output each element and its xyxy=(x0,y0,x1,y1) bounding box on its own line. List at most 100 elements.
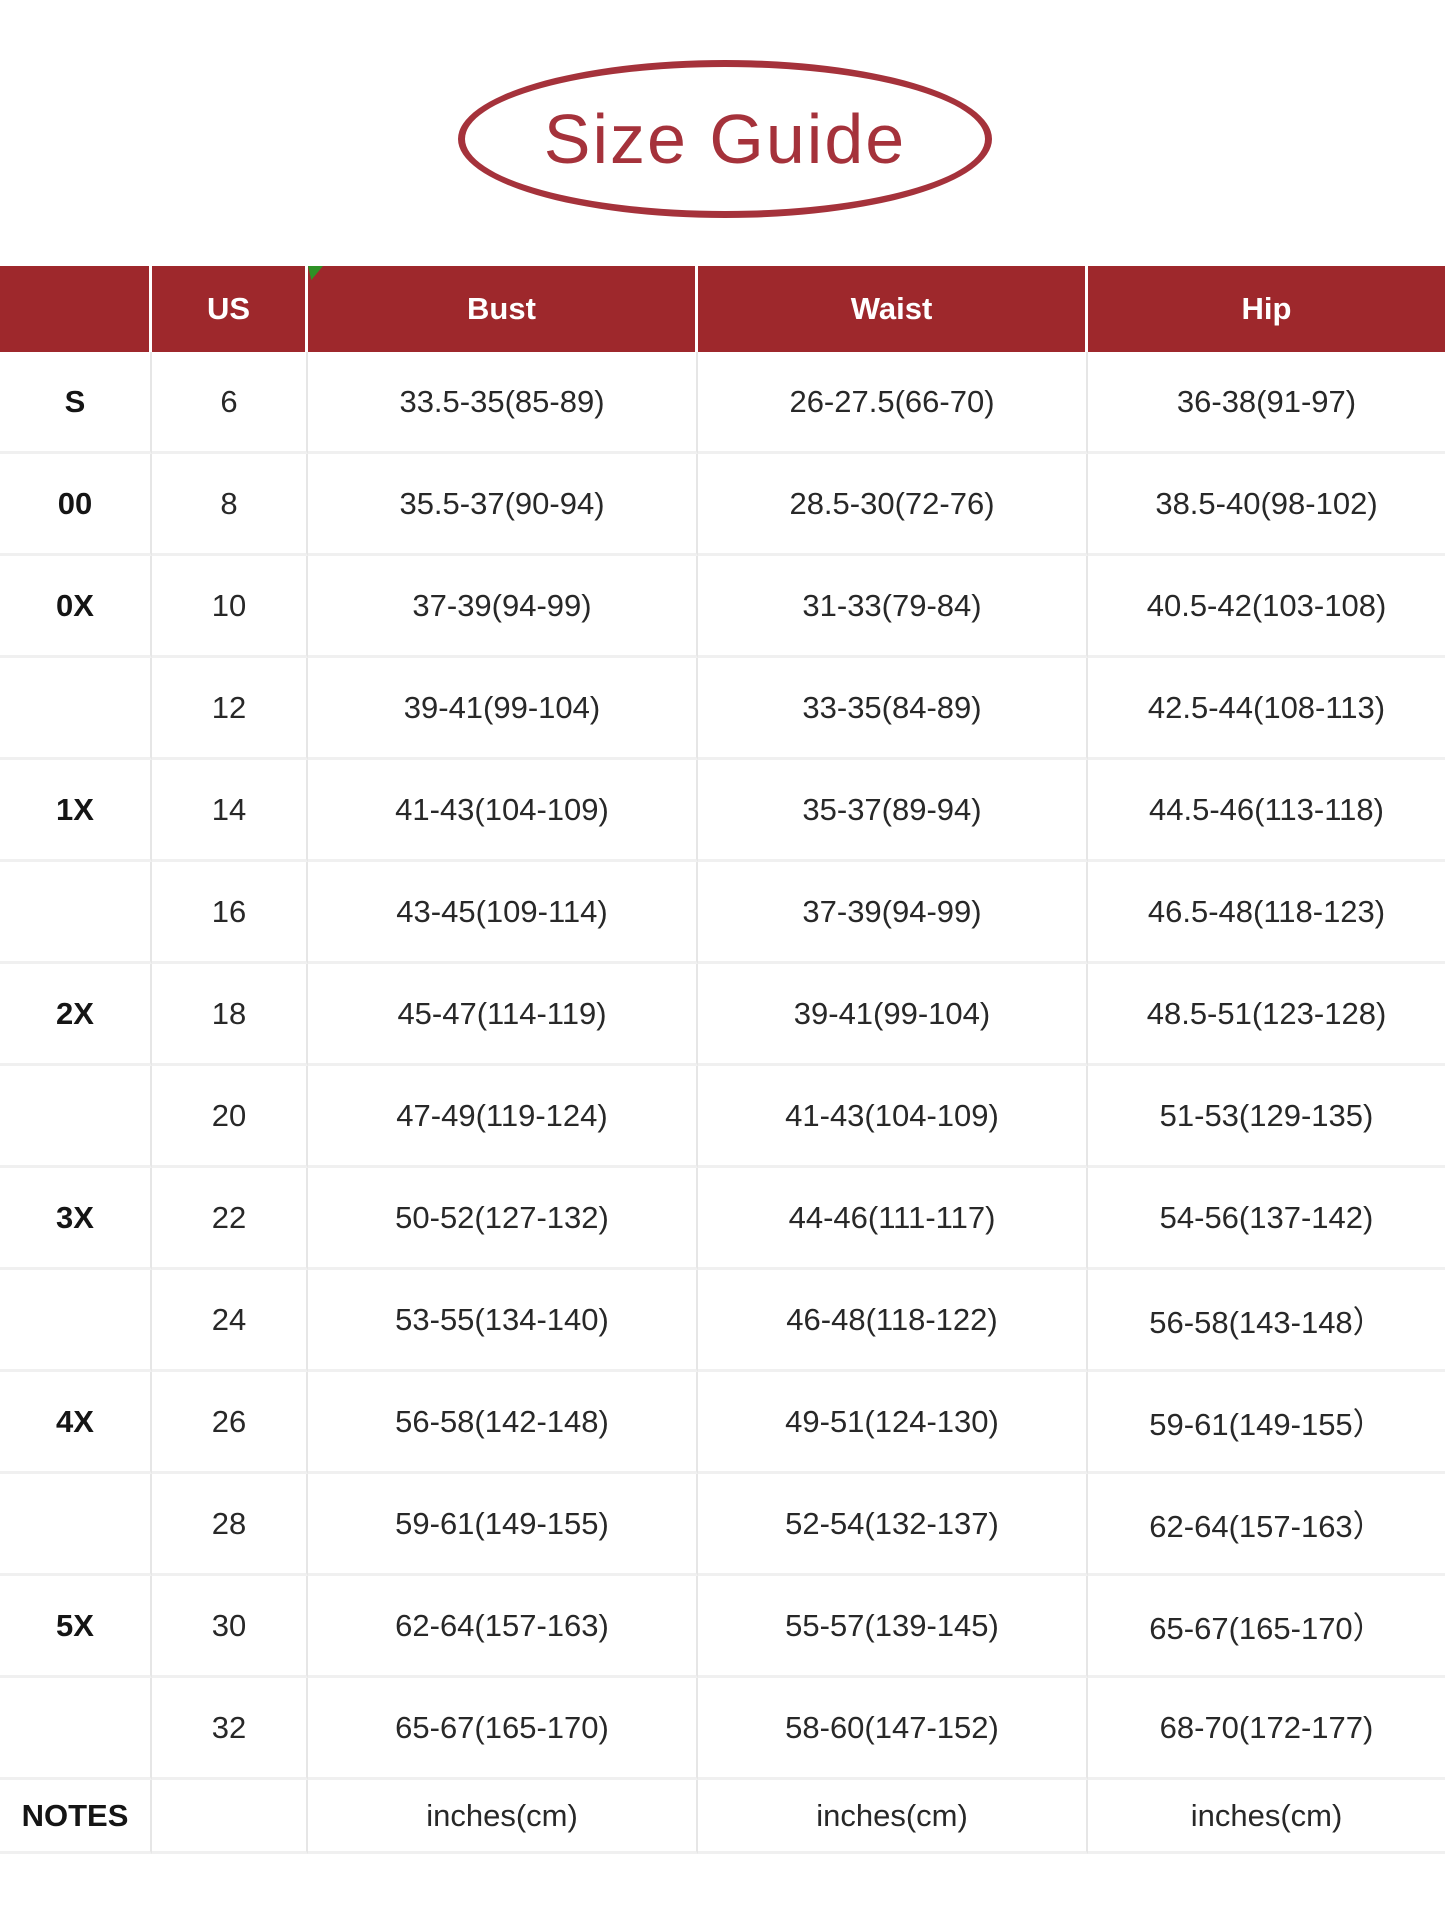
table-row: 1X 14 41-43(104-109) 35-37(89-94) 44.5-4… xyxy=(0,760,1445,862)
size-label-cell xyxy=(0,1474,152,1576)
bust-cell: 43-45(109-114) xyxy=(308,862,698,964)
size-label-cell: 00 xyxy=(0,454,152,556)
waist-cell: 35-37(89-94) xyxy=(698,760,1088,862)
title-oval: Size Guide xyxy=(458,60,992,218)
hip-cell: 40.5-42(103-108) xyxy=(1088,556,1445,658)
table-row: 16 43-45(109-114) 37-39(94-99) 46.5-48(1… xyxy=(0,862,1445,964)
table-row: 20 47-49(119-124) 41-43(104-109) 51-53(1… xyxy=(0,1066,1445,1168)
notes-row: NOTES inches(cm) inches(cm) inches(cm) xyxy=(0,1780,1445,1854)
bust-cell: 41-43(104-109) xyxy=(308,760,698,862)
header-hip: Hip xyxy=(1088,266,1445,352)
table-row: 32 65-67(165-170) 58-60(147-152) 68-70(1… xyxy=(0,1678,1445,1780)
table-row: S 6 33.5-35(85-89) 26-27.5(66-70) 36-38(… xyxy=(0,352,1445,454)
table-row: 12 39-41(99-104) 33-35(84-89) 42.5-44(10… xyxy=(0,658,1445,760)
waist-cell: 28.5-30(72-76) xyxy=(698,454,1088,556)
waist-cell: 46-48(118-122) xyxy=(698,1270,1088,1372)
waist-cell: 44-46(111-117) xyxy=(698,1168,1088,1270)
size-label-cell: S xyxy=(0,352,152,454)
bust-cell: 37-39(94-99) xyxy=(308,556,698,658)
table-row: 4X 26 56-58(142-148) 49-51(124-130) 59-6… xyxy=(0,1372,1445,1474)
size-label-cell: 0X xyxy=(0,556,152,658)
header-bust-label: Bust xyxy=(467,291,536,326)
us-cell: 22 xyxy=(152,1168,308,1270)
header-size xyxy=(0,266,152,352)
hip-cell: 46.5-48(118-123) xyxy=(1088,862,1445,964)
header-us: US xyxy=(152,266,308,352)
table-row: 2X 18 45-47(114-119) 39-41(99-104) 48.5-… xyxy=(0,964,1445,1066)
us-cell: 8 xyxy=(152,454,308,556)
waist-cell: 55-57(139-145) xyxy=(698,1576,1088,1678)
size-label-cell: 2X xyxy=(0,964,152,1066)
us-cell: 28 xyxy=(152,1474,308,1576)
waist-cell: 37-39(94-99) xyxy=(698,862,1088,964)
green-corner-marker-icon xyxy=(308,266,323,280)
page-title: Size Guide xyxy=(543,100,907,178)
size-label-cell: 4X xyxy=(0,1372,152,1474)
bust-cell: 35.5-37(90-94) xyxy=(308,454,698,556)
size-label-cell: 5X xyxy=(0,1576,152,1678)
table-row: 3X 22 50-52(127-132) 44-46(111-117) 54-5… xyxy=(0,1168,1445,1270)
us-cell: 18 xyxy=(152,964,308,1066)
size-label-cell: 1X xyxy=(0,760,152,862)
bust-cell: 53-55(134-140) xyxy=(308,1270,698,1372)
bust-cell: 47-49(119-124) xyxy=(308,1066,698,1168)
table-row: 28 59-61(149-155) 52-54(132-137) 62-64(1… xyxy=(0,1474,1445,1576)
bust-cell: 56-58(142-148) xyxy=(308,1372,698,1474)
hip-cell: 65-67(165-170） xyxy=(1088,1576,1445,1678)
waist-cell: 49-51(124-130) xyxy=(698,1372,1088,1474)
waist-cell: inches(cm) xyxy=(698,1780,1088,1854)
table-row: 24 53-55(134-140) 46-48(118-122) 56-58(1… xyxy=(0,1270,1445,1372)
bust-cell: 65-67(165-170) xyxy=(308,1678,698,1780)
header-bust: Bust xyxy=(308,266,698,352)
waist-cell: 52-54(132-137) xyxy=(698,1474,1088,1576)
waist-cell: 39-41(99-104) xyxy=(698,964,1088,1066)
us-cell xyxy=(152,1780,308,1854)
bust-cell: 62-64(157-163) xyxy=(308,1576,698,1678)
table-row: 5X 30 62-64(157-163) 55-57(139-145) 65-6… xyxy=(0,1576,1445,1678)
hip-cell: 48.5-51(123-128) xyxy=(1088,964,1445,1066)
us-cell: 6 xyxy=(152,352,308,454)
hip-cell: inches(cm) xyxy=(1088,1780,1445,1854)
size-label-cell xyxy=(0,1066,152,1168)
waist-cell: 41-43(104-109) xyxy=(698,1066,1088,1168)
us-cell: 30 xyxy=(152,1576,308,1678)
table-row: 00 8 35.5-37(90-94) 28.5-30(72-76) 38.5-… xyxy=(0,454,1445,556)
bust-cell: 45-47(114-119) xyxy=(308,964,698,1066)
size-label-cell xyxy=(0,1678,152,1780)
us-cell: 14 xyxy=(152,760,308,862)
bust-cell: 39-41(99-104) xyxy=(308,658,698,760)
hip-cell: 68-70(172-177) xyxy=(1088,1678,1445,1780)
hip-cell: 38.5-40(98-102) xyxy=(1088,454,1445,556)
table-header-row: US Bust Waist Hip xyxy=(0,266,1445,352)
size-label-cell: 3X xyxy=(0,1168,152,1270)
hip-cell: 56-58(143-148） xyxy=(1088,1270,1445,1372)
bust-cell: 50-52(127-132) xyxy=(308,1168,698,1270)
header-waist: Waist xyxy=(698,266,1088,352)
table-row: 0X 10 37-39(94-99) 31-33(79-84) 40.5-42(… xyxy=(0,556,1445,658)
hip-cell: 51-53(129-135) xyxy=(1088,1066,1445,1168)
waist-cell: 26-27.5(66-70) xyxy=(698,352,1088,454)
size-label-cell xyxy=(0,1270,152,1372)
bust-cell: inches(cm) xyxy=(308,1780,698,1854)
us-cell: 32 xyxy=(152,1678,308,1780)
size-table: US Bust Waist Hip S 6 33.5-35(85-89) 26-… xyxy=(0,266,1445,1854)
waist-cell: 31-33(79-84) xyxy=(698,556,1088,658)
hip-cell: 42.5-44(108-113) xyxy=(1088,658,1445,760)
us-cell: 24 xyxy=(152,1270,308,1372)
us-cell: 26 xyxy=(152,1372,308,1474)
us-cell: 10 xyxy=(152,556,308,658)
size-label-cell xyxy=(0,658,152,760)
hip-cell: 36-38(91-97) xyxy=(1088,352,1445,454)
notes-label-cell: NOTES xyxy=(0,1780,152,1854)
hip-cell: 54-56(137-142) xyxy=(1088,1168,1445,1270)
waist-cell: 33-35(84-89) xyxy=(698,658,1088,760)
us-cell: 16 xyxy=(152,862,308,964)
size-label-cell xyxy=(0,862,152,964)
us-cell: 20 xyxy=(152,1066,308,1168)
hip-cell: 62-64(157-163） xyxy=(1088,1474,1445,1576)
bust-cell: 33.5-35(85-89) xyxy=(308,352,698,454)
us-cell: 12 xyxy=(152,658,308,760)
hip-cell: 59-61(149-155） xyxy=(1088,1372,1445,1474)
waist-cell: 58-60(147-152) xyxy=(698,1678,1088,1780)
